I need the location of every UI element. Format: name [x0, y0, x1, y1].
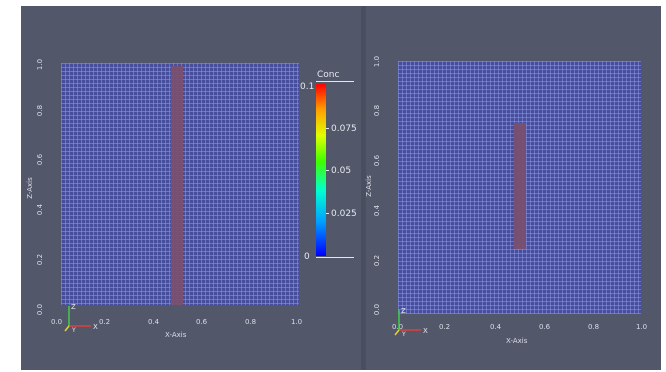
- z-tick-label: 0.4: [36, 203, 45, 216]
- z-tick-label: 1.0: [373, 55, 382, 68]
- x-tick-label: 0.8: [245, 318, 257, 326]
- color-legend-bottom-line: [316, 257, 354, 258]
- color-legend-gradient: [316, 84, 326, 256]
- triad-z-label: Z: [401, 307, 406, 315]
- render-view-right[interactable]: 0.0 0.2 0.4 0.6 0.8 1.0 Z-Axis 0.0 0.2 0…: [364, 6, 661, 370]
- x-tick-label: 1.0: [636, 323, 648, 331]
- z-tick-label: 0.6: [36, 153, 45, 166]
- concentration-plume: [514, 123, 526, 249]
- concentration-plume: [171, 66, 183, 305]
- view-separator[interactable]: [361, 6, 366, 370]
- z-tick-label: 0.2: [373, 254, 382, 267]
- z-tick-label: 0.2: [36, 253, 45, 266]
- color-legend-label: 0.05: [331, 166, 352, 176]
- x-axis-title: X-Axis: [165, 331, 187, 339]
- y-axis-arrow: [64, 325, 70, 332]
- color-legend-title: Conc: [317, 70, 340, 80]
- color-legend-title-underline: [316, 81, 354, 82]
- color-legend-label: 0.075: [331, 124, 357, 134]
- triad-z-label: Z: [71, 303, 76, 311]
- x-tick-label: 0.4: [490, 323, 502, 331]
- x-tick-label: 0.2: [99, 318, 111, 326]
- triad-x-label: X: [93, 323, 98, 331]
- z-tick-label: 0.6: [373, 154, 382, 167]
- x-tick-label: 0.0: [51, 318, 63, 326]
- x-tick-label: 0.4: [148, 318, 160, 326]
- z-tick-label: 0.8: [36, 104, 45, 117]
- x-tick-label: 0.6: [539, 323, 551, 331]
- x-axis-title: X-Axis: [506, 337, 528, 345]
- color-legend-label: 0.1: [300, 82, 315, 92]
- color-legend-label: 0.025: [331, 209, 357, 219]
- x-tick-label: 0.2: [439, 323, 451, 331]
- z-axis-title: Z-Axis: [25, 177, 34, 199]
- orientation-axes-triad: X Z Y: [394, 307, 428, 338]
- z-tick-label: 0.0: [373, 303, 382, 316]
- triad-y-label: Y: [71, 327, 76, 334]
- z-tick-label: 1.0: [36, 58, 45, 71]
- paraview-render-area[interactable]: 0.0 0.2 0.4 0.6 0.8 1.0 Z-Axis 0.0 0.2 0…: [21, 6, 661, 370]
- render-view-left[interactable]: 0.0 0.2 0.4 0.6 0.8 1.0 Z-Axis 0.0 0.2 0…: [21, 6, 361, 370]
- x-tick-label: 0.6: [196, 318, 208, 326]
- x-tick-label: 0.0: [392, 323, 404, 331]
- z-axis-title: Z-Axis: [364, 175, 373, 197]
- triad-y-label: Y: [401, 331, 406, 338]
- x-tick-label: 1.0: [291, 318, 303, 326]
- z-tick-label: 0.8: [373, 104, 382, 117]
- color-legend-tick: [326, 213, 329, 214]
- color-legend[interactable]: Conc 0.1 0.075 0.05 0.025 0: [296, 66, 366, 276]
- color-legend-tick: [326, 128, 329, 129]
- triad-x-label: X: [423, 327, 428, 335]
- x-tick-label: 0.8: [588, 323, 600, 331]
- z-tick-label: 0.4: [373, 204, 382, 217]
- color-legend-label: 0: [304, 252, 310, 262]
- orientation-axes-triad: X Z Y: [64, 303, 98, 334]
- y-axis-arrow: [394, 329, 400, 336]
- z-tick-label: 0.0: [36, 303, 45, 316]
- color-legend-tick: [326, 170, 329, 171]
